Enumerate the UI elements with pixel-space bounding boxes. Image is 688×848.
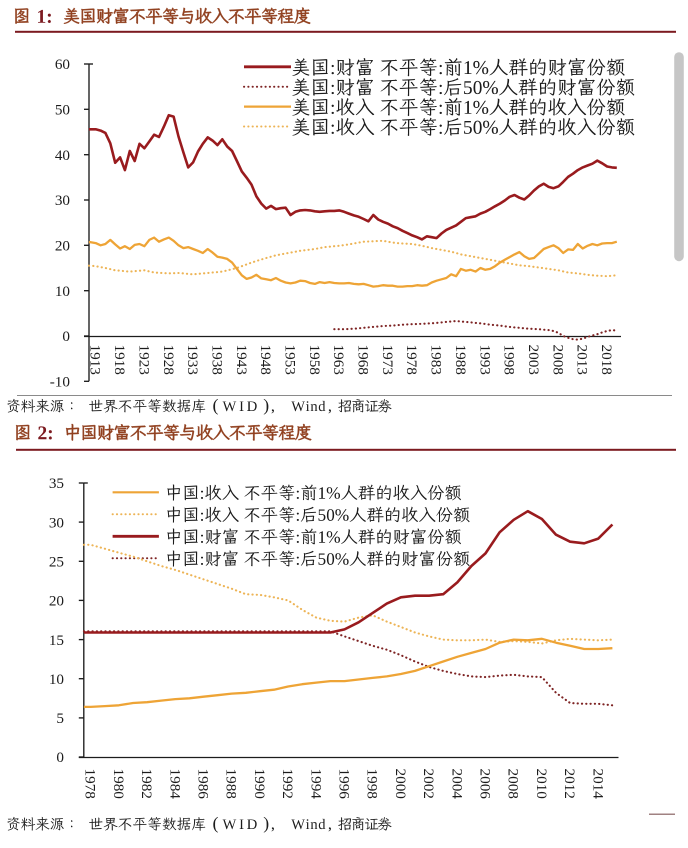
svg-text:1980: 1980: [110, 769, 127, 800]
svg-text:2006: 2006: [477, 769, 494, 800]
svg-text:1978: 1978: [403, 345, 420, 376]
svg-text:1933: 1933: [184, 345, 201, 375]
svg-text:2002: 2002: [420, 769, 437, 799]
svg-text:1998: 1998: [364, 769, 381, 800]
svg-text:1990: 1990: [251, 769, 268, 800]
svg-text:1913: 1913: [87, 345, 104, 375]
svg-text:1968: 1968: [355, 345, 372, 376]
svg-text:25: 25: [49, 554, 64, 571]
svg-text:50: 50: [55, 102, 71, 119]
svg-text:2003: 2003: [525, 345, 542, 375]
svg-text:30: 30: [49, 514, 65, 531]
svg-text:2013: 2013: [574, 345, 591, 375]
svg-text:1923: 1923: [135, 345, 152, 375]
svg-text:30: 30: [55, 192, 71, 209]
svg-text:1978: 1978: [82, 769, 99, 800]
svg-text:35: 35: [49, 475, 64, 492]
svg-text:1928: 1928: [160, 345, 177, 376]
svg-text:2008: 2008: [549, 345, 566, 376]
svg-text:1988: 1988: [223, 769, 240, 800]
svg-text:2018: 2018: [598, 345, 615, 376]
svg-text:2014: 2014: [589, 769, 606, 800]
svg-text:5: 5: [56, 710, 64, 727]
svg-text:1953: 1953: [282, 345, 299, 375]
svg-text:1958: 1958: [306, 345, 323, 376]
svg-text:1988: 1988: [452, 345, 469, 376]
svg-text:2008: 2008: [505, 769, 522, 800]
svg-text:0: 0: [56, 749, 64, 766]
svg-text:10: 10: [49, 671, 65, 688]
svg-text:1996: 1996: [336, 769, 353, 800]
svg-text:60: 60: [55, 56, 71, 73]
svg-text:20: 20: [49, 593, 65, 610]
svg-text:1943: 1943: [233, 345, 250, 375]
svg-text:15: 15: [49, 632, 64, 649]
svg-text:1984: 1984: [166, 769, 183, 800]
svg-text:2004: 2004: [448, 769, 465, 800]
svg-text:2012: 2012: [561, 769, 578, 799]
svg-text:0: 0: [62, 328, 70, 345]
svg-text:1998: 1998: [501, 345, 518, 376]
svg-text:40: 40: [55, 147, 71, 164]
svg-text:1938: 1938: [208, 345, 225, 376]
svg-text:2000: 2000: [392, 769, 409, 800]
svg-text:1948: 1948: [257, 345, 274, 376]
svg-text:1918: 1918: [111, 345, 128, 376]
svg-text:-10: -10: [50, 374, 71, 391]
svg-text:1992: 1992: [279, 769, 296, 799]
svg-text:1986: 1986: [195, 769, 212, 800]
svg-text:1993: 1993: [476, 345, 493, 375]
svg-text:1973: 1973: [379, 345, 396, 375]
svg-text:1983: 1983: [428, 345, 445, 375]
svg-text:2010: 2010: [533, 769, 550, 800]
svg-text:1963: 1963: [330, 345, 347, 375]
svg-text:1982: 1982: [138, 769, 155, 799]
svg-text:20: 20: [55, 238, 71, 255]
svg-text:10: 10: [55, 283, 71, 300]
svg-text:1994: 1994: [307, 769, 324, 800]
